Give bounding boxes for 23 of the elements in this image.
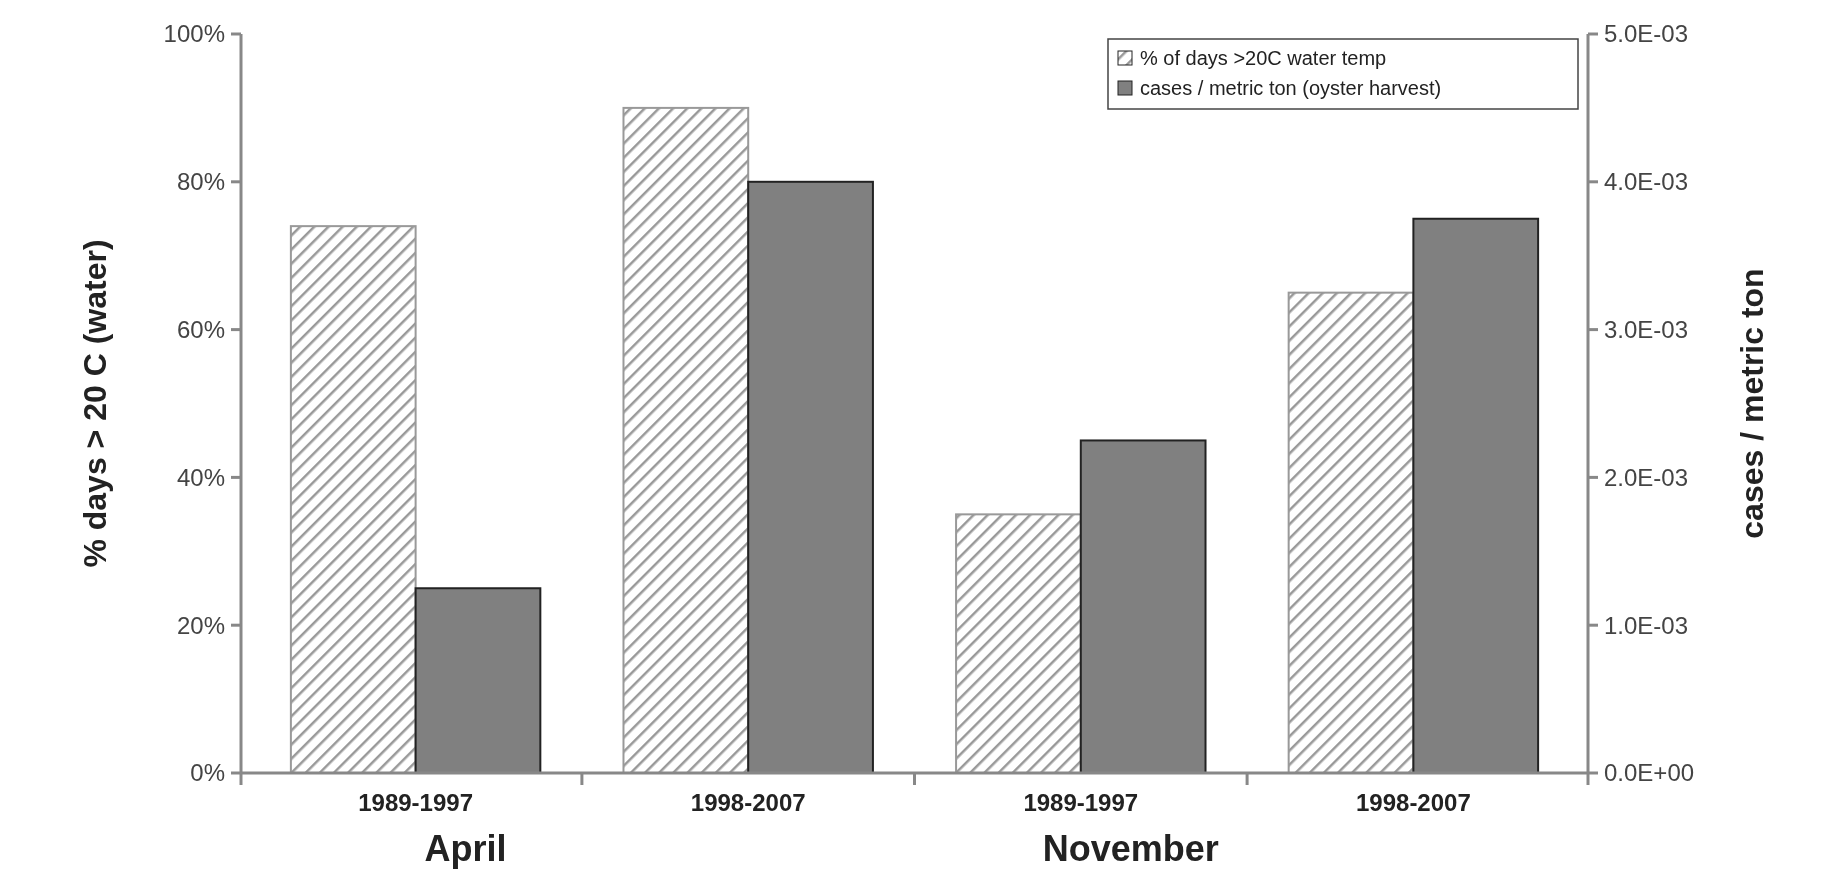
y-tick-label: 100%: [163, 20, 225, 48]
y2-axis-title: cases / metric ton: [1734, 268, 1770, 539]
y2-tick-label: 1.0E-03: [1604, 611, 1689, 639]
y-tick-label: 20%: [176, 611, 225, 639]
y-axis-title: % days > 20 C (water): [77, 239, 113, 568]
text: November: [1042, 828, 1219, 869]
y-tick-label: 40%: [176, 463, 225, 491]
x-tick-label: 1998-2007: [1356, 789, 1471, 816]
y2-tick-label: 2.0E-03: [1604, 463, 1689, 491]
legend-label: % of days >20C water temp: [1140, 47, 1387, 69]
x-tick-label: 1989-1997: [358, 789, 473, 816]
y-tick-label: 0%: [190, 759, 225, 787]
text: April: [424, 828, 507, 869]
x-tick-label: 1998-2007: [690, 789, 806, 816]
legend-label: cases / metric ton (oyster harvest): [1140, 77, 1442, 99]
x-tick-label: 1989-1997: [1023, 789, 1139, 816]
y2-tick-label: 4.0E-03: [1604, 168, 1689, 196]
y2-tick-label: 0.0E+00: [1604, 759, 1695, 787]
y2-tick-label: 3.0E-03: [1604, 316, 1689, 343]
bar: [289, 225, 417, 774]
y-tick-label: 80%: [176, 168, 225, 196]
y-tick-label: 60%: [176, 316, 225, 343]
y2-tick-label: 5.0E-03: [1604, 20, 1689, 48]
